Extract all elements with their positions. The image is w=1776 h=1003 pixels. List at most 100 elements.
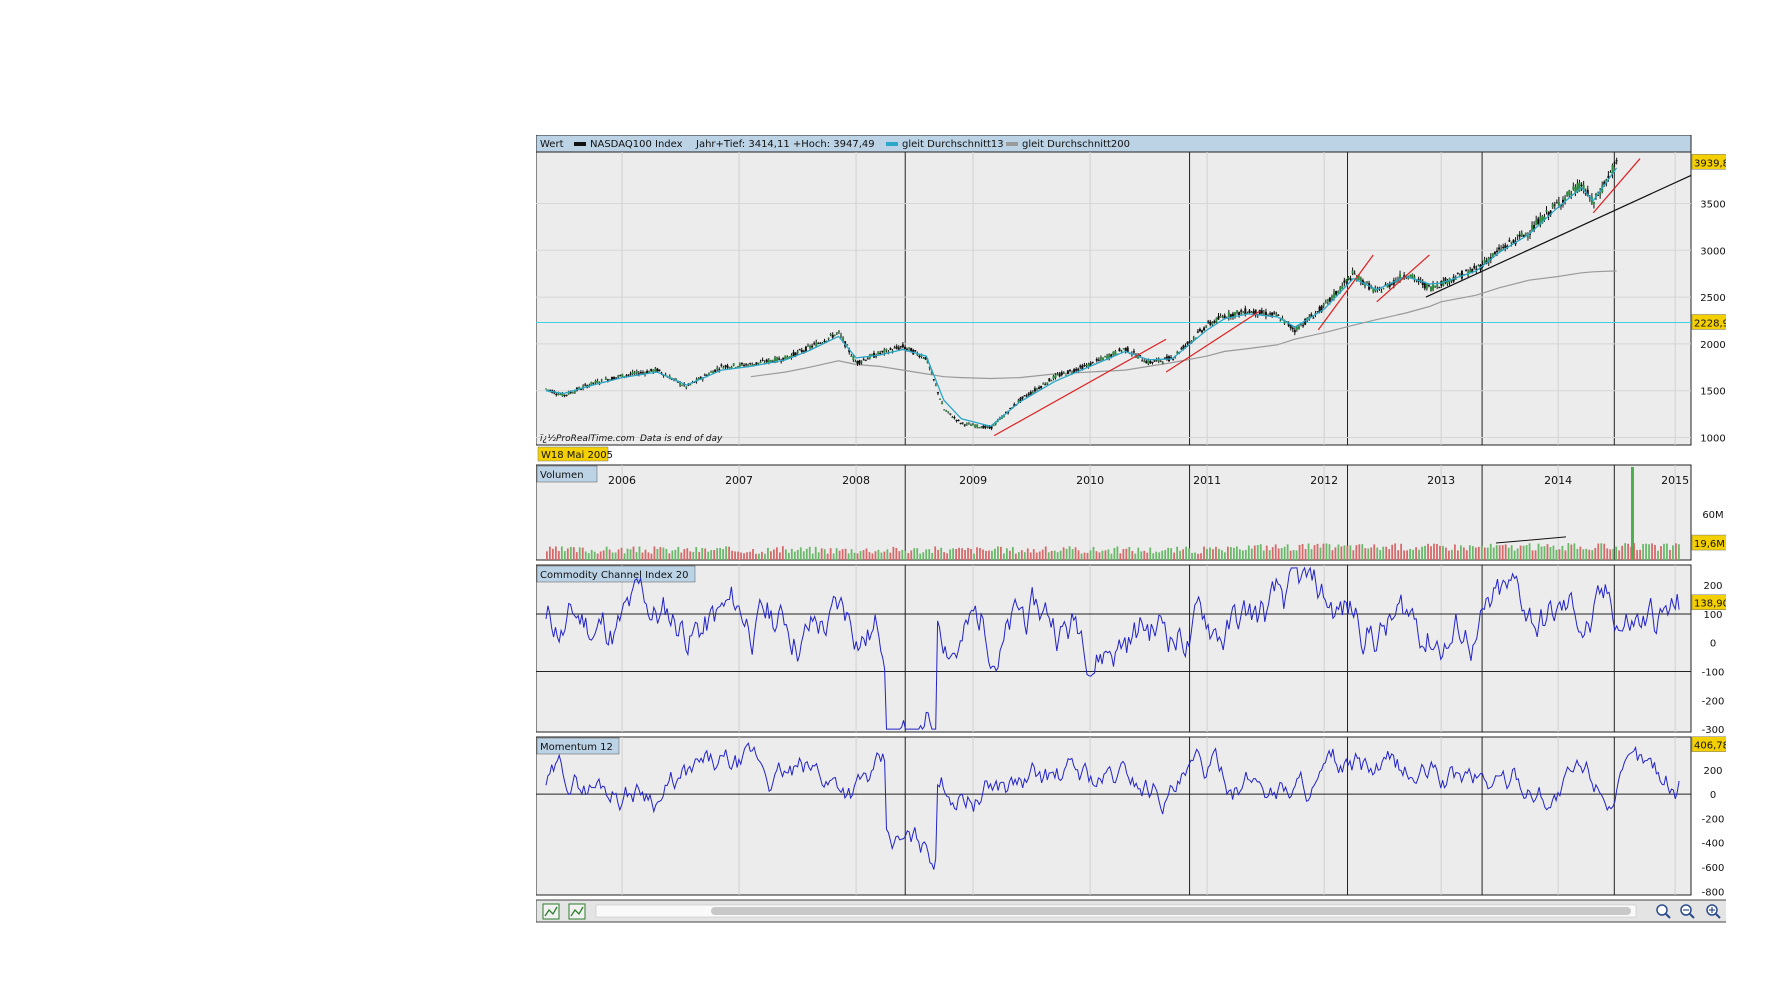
volume-bar (886, 549, 889, 560)
volume-bar (1600, 543, 1603, 560)
candle-body (1205, 326, 1208, 328)
candle-body (1399, 274, 1402, 281)
candle-body (1071, 372, 1074, 374)
volume-bar (1035, 552, 1038, 560)
candle-body (1388, 283, 1391, 287)
x-tick-label: 2012 (1310, 474, 1338, 487)
chart-settings-icon-glyph (544, 906, 558, 917)
candle-body (1355, 277, 1358, 281)
candle-body (1172, 359, 1175, 361)
chart-container[interactable]: 2006 2007 2008 2009 2010 2011 2012 2013 2014 2015… (536, 135, 1726, 925)
volume-bar (1319, 547, 1322, 560)
volume-bar (1110, 553, 1113, 560)
candle-body (1491, 253, 1494, 257)
trend-line-0[interactable] (993, 338, 1167, 437)
candle-body (600, 379, 603, 381)
volume-bar (1050, 550, 1053, 560)
volume-trendline[interactable] (1495, 536, 1567, 544)
scrollbar-thumb[interactable] (711, 907, 1631, 915)
volume-bar (1316, 543, 1319, 560)
volume-bar (1194, 552, 1196, 560)
candle-body (961, 422, 964, 424)
trend-line-1[interactable] (1165, 310, 1261, 373)
cci-last-badge-bg (1691, 594, 1726, 610)
volume-bar (752, 549, 754, 560)
volume-bar (1454, 544, 1456, 560)
candle-body (934, 385, 937, 387)
volume-bar (1525, 545, 1528, 560)
volume-bar (847, 553, 850, 560)
candle-body (749, 363, 752, 365)
candle-body (953, 417, 956, 419)
volume-bar (934, 546, 937, 560)
candle-body (978, 427, 981, 429)
zoom-out-icon[interactable] (1680, 904, 1695, 919)
candle-body (837, 331, 840, 333)
volume-bar (1310, 549, 1313, 560)
volume-bar (1185, 546, 1187, 560)
volume-bar (1002, 553, 1005, 560)
candle-body (963, 424, 966, 426)
prorealtime-chart[interactable]: 2006 2007 2008 2009 2010 2011 2012 2013 2014 2015… (536, 135, 1726, 925)
candle-body (1557, 201, 1560, 206)
candle-body (852, 356, 855, 360)
candle-body (831, 334, 834, 338)
volume-bar (982, 549, 984, 560)
indicator-icon[interactable] (568, 903, 586, 920)
candle-body (1351, 270, 1354, 274)
candle-body (1347, 277, 1350, 280)
zoom-fit-icon[interactable] (1656, 904, 1671, 919)
volume-bar (775, 547, 778, 560)
candle-body (1539, 216, 1542, 225)
trend-line-2[interactable] (1317, 254, 1374, 331)
volume-bar (626, 548, 629, 560)
chart-settings-icon[interactable] (542, 903, 560, 920)
candle-body (1465, 270, 1468, 272)
volume-bar (716, 548, 719, 560)
candle-body (833, 334, 836, 337)
volume-bar (949, 549, 952, 560)
candle-body (547, 389, 550, 391)
support-trendline[interactable] (1425, 174, 1692, 298)
candle-body (629, 373, 632, 375)
volume-bar (1427, 543, 1429, 560)
trend-line-3[interactable] (1376, 254, 1430, 303)
volume-bar (722, 549, 725, 560)
candle-body (949, 413, 952, 415)
candle-body (652, 369, 655, 373)
last-price-badge-bg (1691, 154, 1726, 170)
candle-body (939, 398, 942, 400)
candle-body (1353, 273, 1356, 275)
source-note: Data is end of day (640, 434, 723, 444)
volume-bar (1591, 550, 1594, 560)
volume-bar (1370, 547, 1373, 560)
candle-body (1170, 357, 1173, 359)
zoom-in-icon[interactable] (1706, 904, 1721, 919)
candle-body (947, 411, 950, 413)
candle-body (850, 356, 853, 358)
candle-body (1203, 327, 1206, 331)
candle-body (730, 366, 733, 368)
volume-bar (1516, 548, 1519, 560)
volume-bar (1014, 553, 1017, 560)
candle-body (732, 363, 735, 366)
volume-bar (581, 547, 584, 560)
candle-body (736, 366, 739, 368)
ma13-swatch (886, 142, 898, 146)
candle-body (747, 364, 750, 367)
candle-body (1147, 360, 1150, 365)
volume-bar (892, 546, 895, 560)
candle-body (1363, 284, 1366, 287)
candle-body (1446, 280, 1449, 285)
volume-bar (928, 549, 931, 560)
volume-bar (1191, 552, 1193, 560)
volume-bar (1456, 550, 1459, 560)
volume-bar (599, 551, 602, 560)
candle-body (1250, 311, 1253, 313)
trend-line-4[interactable] (1592, 158, 1641, 214)
volume-bar (1379, 549, 1382, 560)
candle-body (625, 375, 628, 377)
candle-body (1337, 291, 1340, 294)
candle-body (565, 394, 568, 396)
volume-bar (1609, 549, 1612, 560)
